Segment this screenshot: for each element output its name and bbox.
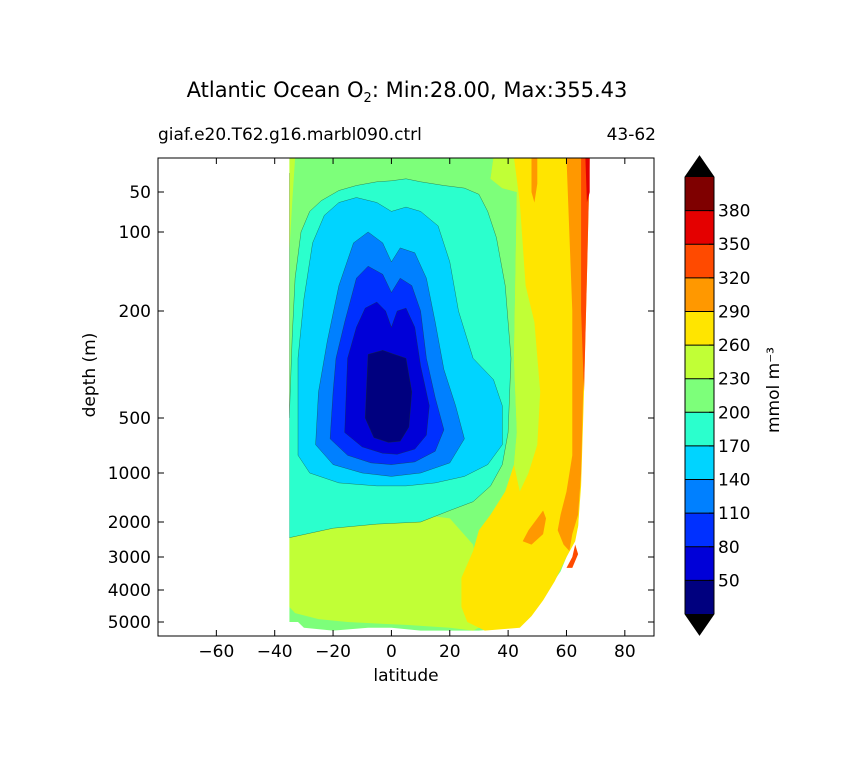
y-tick-label: 500	[119, 409, 151, 429]
colorbar-tick-label: 110	[718, 504, 750, 524]
colorbar-segment	[685, 277, 714, 312]
x-axis-label: latitude	[373, 666, 438, 686]
colorbar-segment	[685, 311, 714, 346]
title-subscript: 2	[363, 91, 372, 107]
colorbar-tick-label: 350	[718, 235, 750, 255]
x-tick-label: 0	[386, 642, 397, 662]
x-tick-label: 20	[439, 642, 461, 662]
colorbar-segment	[685, 412, 714, 446]
colorbar-segment	[685, 177, 714, 211]
case-name-subtitle: giaf.e20.T62.g16.marbl090.ctrl	[158, 125, 422, 145]
colorbar-label: mmol m⁻³	[764, 347, 784, 433]
x-tick-label: −60	[198, 642, 234, 662]
y-axis-label: depth (m)	[80, 333, 100, 418]
colorbar-extend-max	[685, 156, 714, 177]
colorbar-tick-label: 200	[718, 403, 750, 423]
plot-frame	[157, 157, 655, 637]
colorbar-tick-label: 260	[718, 336, 750, 356]
colorbar-tick-label: 80	[718, 538, 740, 558]
colorbar-outline	[684, 155, 715, 636]
colorbar-tick-label: 140	[718, 471, 750, 491]
oxygen-band-230-south	[289, 158, 296, 253]
y-tick-label: 200	[119, 302, 151, 322]
oxygen-band-290-top	[531, 158, 538, 203]
colorbar-tick-label: 170	[718, 437, 750, 457]
oxygen-band-230-deep	[289, 514, 494, 631]
x-tick-label: 40	[497, 642, 519, 662]
x-tick-label: −40	[257, 642, 293, 662]
y-tick-label: 100	[119, 223, 151, 243]
oxygen-band-320	[581, 158, 590, 392]
y-tick-label: 4000	[108, 581, 151, 601]
oxygen-band-320-deep	[566, 544, 579, 568]
colorbar-tick-label: 230	[718, 370, 750, 390]
land-mask-north	[589, 158, 654, 636]
x-tick-label: 60	[556, 642, 578, 662]
colorbar-tick-label: 320	[718, 269, 750, 289]
colorbar-segment	[685, 345, 714, 379]
oxygen-band-350	[585, 158, 590, 203]
y-tick-label: 1000	[108, 464, 151, 484]
colorbar: 50 80 110 140 170 200 230 260 290 320 350 380	[684, 155, 750, 636]
y-tick-label: 2000	[108, 513, 151, 533]
oxygen-contour-40	[364, 350, 413, 443]
colorbar-segment	[685, 445, 714, 480]
title-suffix: : Min:28.00, Max:355.43	[371, 78, 628, 102]
colorbar-segment	[685, 513, 714, 547]
year-range-subtitle: 43-62	[606, 125, 656, 145]
colorbar-segment	[685, 210, 714, 245]
colorbar-tick-label: 50	[718, 571, 740, 591]
y-tick-label: 5000	[108, 613, 151, 633]
chart-title: Atlantic Ocean O2: Min:28.00, Max:355.43	[0, 78, 814, 106]
colorbar-extend-min	[685, 614, 714, 635]
land-mask-south	[158, 158, 290, 636]
oxygen-band-290-patch	[522, 510, 546, 545]
colorbar-segment	[685, 546, 714, 581]
colorbar-tick-label: 290	[718, 302, 750, 322]
colorbar-segment	[685, 479, 714, 514]
y-tick-label: 3000	[108, 548, 151, 568]
x-tick-label: 80	[614, 642, 636, 662]
x-tick-label: −20	[315, 642, 351, 662]
colorbar-segment	[685, 244, 714, 278]
axes: −60 −40 −20 0 20 40 60 80 50 100 200 500 1000 2000 300…	[108, 158, 654, 662]
oxygen-band-230-north	[490, 158, 541, 492]
plot-area	[158, 158, 654, 636]
title-prefix: Atlantic Ocean O	[186, 78, 364, 102]
colorbar-tick-label: 380	[718, 202, 750, 222]
y-tick-label: 50	[129, 183, 151, 203]
colorbar-segment	[685, 378, 714, 413]
colorbar-segment	[685, 580, 714, 614]
